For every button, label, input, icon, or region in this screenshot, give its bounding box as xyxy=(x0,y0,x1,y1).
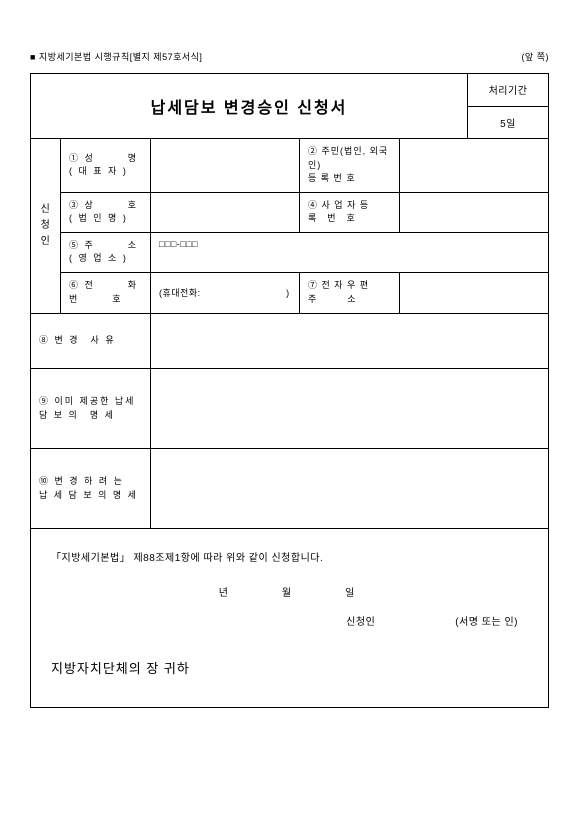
label-text: 주 소 xyxy=(308,293,391,307)
label-text: ⑤ 주 소 xyxy=(69,239,142,253)
company-value[interactable] xyxy=(151,193,300,232)
email-label: ⑦ 전 자 우 편 주 소 xyxy=(300,273,400,313)
processing-label: 처리기간 xyxy=(468,74,548,107)
provided-row: ⑨ 이미 제공한 납세 담 보 의 명 세 xyxy=(31,369,548,449)
reason-row: ⑧ 변 경 사 유 xyxy=(31,314,548,369)
form-meta: ■ 지방세기본법 시행규칙[별지 제57호서식] (앞 쪽) xyxy=(30,50,549,63)
label-text: ( 법 인 명 ) xyxy=(69,212,142,226)
page-side: (앞 쪽) xyxy=(521,50,549,63)
label-text: ① 성 명 xyxy=(69,152,142,166)
label-text: ⑥ 전 화 xyxy=(69,279,142,293)
label-text: ③ 상 호 xyxy=(69,199,142,213)
provided-label: ⑨ 이미 제공한 납세 담 보 의 명 세 xyxy=(31,369,151,448)
applicant-fields: ① 성 명 ( 대 표 자 ) ② 주민(법인, 외국인) 등 록 번 호 ③ … xyxy=(61,139,548,313)
processing-value: 5일 xyxy=(468,107,548,139)
applicant-label-char: 신 xyxy=(41,202,51,218)
signature-line: 신청인 (서명 또는 인) xyxy=(51,613,528,628)
address-label: ⑤ 주 소 ( 영 업 소 ) xyxy=(61,233,151,272)
label-text: ④ 사 업 자 등 xyxy=(308,199,391,213)
label-text: ⑧ 변 경 사 유 xyxy=(39,333,142,347)
changing-label: ⑩ 변 경 하 려 는 납 세 담 보 의 명 세 xyxy=(31,449,151,528)
company-label: ③ 상 호 ( 법 인 명 ) xyxy=(61,193,151,232)
date-line[interactable]: 년 월 일 xyxy=(51,584,528,599)
applicant-label-char: 청 xyxy=(41,218,51,234)
tel-value[interactable]: (휴대전화: ) xyxy=(151,273,300,313)
bizno-label: ④ 사 업 자 등 록 번 호 xyxy=(300,193,400,232)
processing-period: 처리기간 5일 xyxy=(468,74,548,138)
label-text: 록 번 호 xyxy=(308,212,391,226)
name-label: ① 성 명 ( 대 표 자 ) xyxy=(61,139,151,192)
authority: 지방자치단체의 장 귀하 xyxy=(51,658,528,677)
changing-row: ⑩ 변 경 하 려 는 납 세 담 보 의 명 세 xyxy=(31,449,548,529)
label-text: ( 대 표 자 ) xyxy=(69,165,142,179)
form-code: ■ 지방세기본법 시행규칙[별지 제57호서식] xyxy=(30,50,202,63)
label-text: ⑨ 이미 제공한 납세 xyxy=(39,394,142,408)
bizno-value[interactable] xyxy=(400,193,548,232)
applicant-vertical-label: 신 청 인 xyxy=(31,139,61,313)
email-value[interactable] xyxy=(400,273,548,313)
name-value[interactable] xyxy=(151,139,300,192)
applicant-sign-label: 신청인 xyxy=(346,613,375,628)
reason-value[interactable] xyxy=(151,314,548,368)
label-text: 등 록 번 호 xyxy=(308,172,391,186)
rrn-value[interactable] xyxy=(400,139,548,192)
address-row: ⑤ 주 소 ( 영 업 소 ) □□□-□□□ xyxy=(61,233,548,273)
sign-hint: (서명 또는 인) xyxy=(455,613,518,628)
provided-value[interactable] xyxy=(151,369,548,448)
label-text: 번 호 xyxy=(69,293,142,307)
name-row: ① 성 명 ( 대 표 자 ) ② 주민(법인, 외국인) 등 록 번 호 xyxy=(61,139,548,193)
footer-block: 「지방세기본법」 제88조제1항에 따라 위와 같이 신청합니다. 년 월 일 … xyxy=(31,529,548,707)
label-text: ⑦ 전 자 우 편 xyxy=(308,279,391,293)
label-text: 납 세 담 보 의 명 세 xyxy=(39,488,142,502)
label-text: ② 주민(법인, 외국인) xyxy=(308,145,391,172)
tel-label: ⑥ 전 화 번 호 xyxy=(61,273,151,313)
company-row: ③ 상 호 ( 법 인 명 ) ④ 사 업 자 등 록 번 호 xyxy=(61,193,548,233)
title-row: 납세담보 변경승인 신청서 처리기간 5일 xyxy=(31,74,548,139)
applicant-section: 신 청 인 ① 성 명 ( 대 표 자 ) ② 주민(법인, 외국인) 등 록 … xyxy=(31,139,548,314)
label-text: ( 영 업 소 ) xyxy=(69,252,142,266)
form-container: 납세담보 변경승인 신청서 처리기간 5일 신 청 인 ① 성 명 ( 대 표 … xyxy=(30,73,549,708)
form-title: 납세담보 변경승인 신청서 xyxy=(31,74,468,138)
statement: 「지방세기본법」 제88조제1항에 따라 위와 같이 신청합니다. xyxy=(51,549,528,564)
label-text: 담 보 의 명 세 xyxy=(39,408,142,422)
label-text: ⑩ 변 경 하 려 는 xyxy=(39,474,142,488)
changing-value[interactable] xyxy=(151,449,548,528)
applicant-label-char: 인 xyxy=(41,234,51,250)
rrn-label: ② 주민(법인, 외국인) 등 록 번 호 xyxy=(300,139,400,192)
address-value[interactable]: □□□-□□□ xyxy=(151,233,548,272)
reason-label: ⑧ 변 경 사 유 xyxy=(31,314,151,368)
tel-row: ⑥ 전 화 번 호 (휴대전화: ) ⑦ 전 자 우 편 주 소 xyxy=(61,273,548,313)
